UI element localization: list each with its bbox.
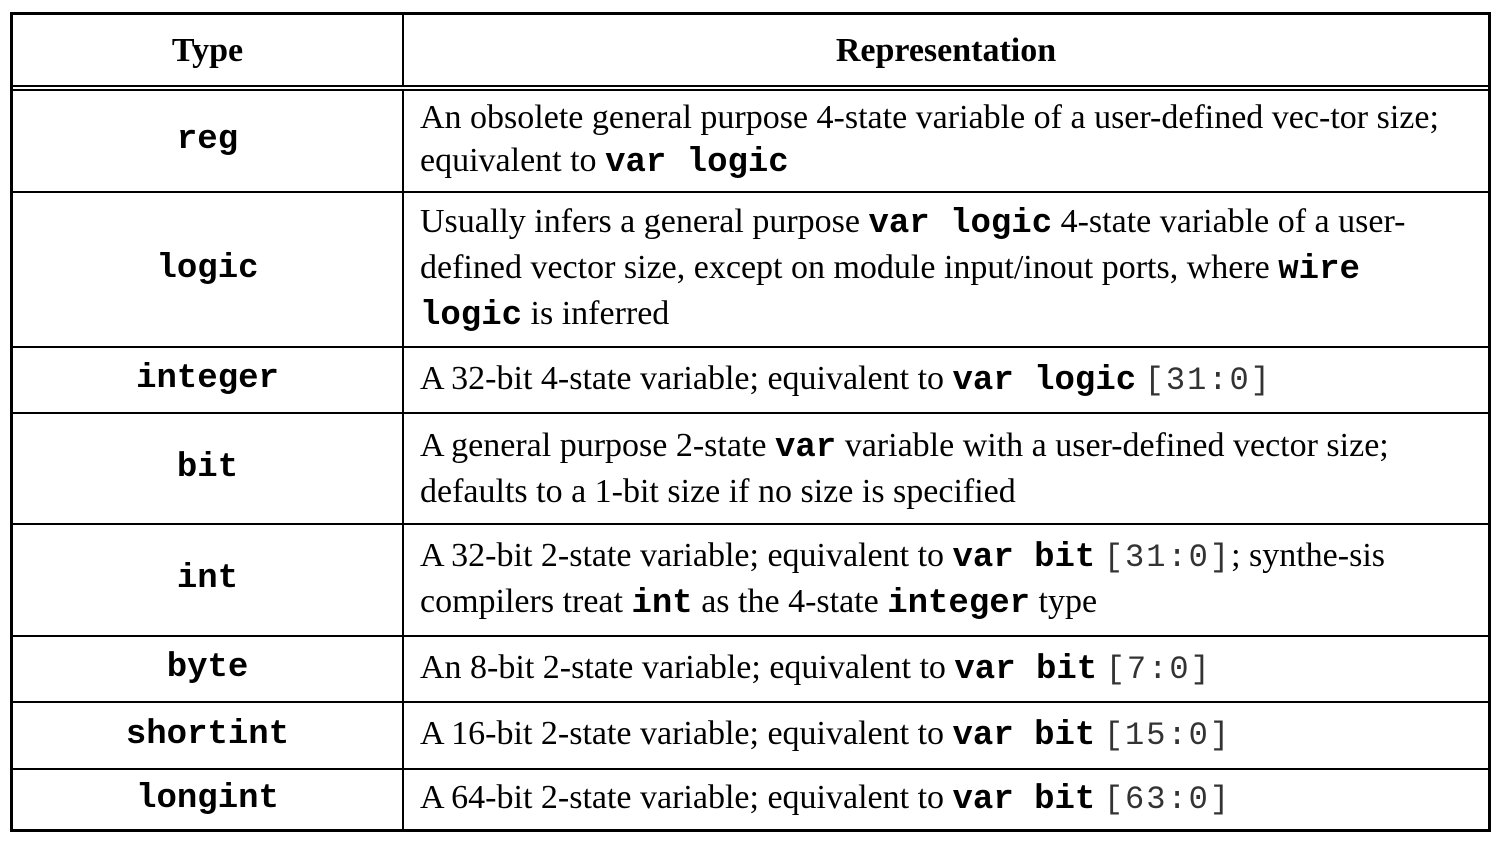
keyword-text: int	[631, 584, 693, 623]
table-row: integer A 32-bit 4-state variable; equiv…	[13, 345, 1488, 415]
table-row: longint A 64-bit 2-state variable; equiv…	[13, 767, 1488, 829]
keyword-text: var logic	[952, 361, 1137, 400]
range-text: [31:0]	[1144, 361, 1272, 399]
keyword-text: var	[775, 429, 837, 468]
keyword-text: var logic	[868, 205, 1053, 244]
description-text	[1095, 715, 1104, 752]
range-text: [7:0]	[1105, 650, 1212, 688]
data-type-table-frame: Type Representation reg An obsolete gene…	[10, 12, 1491, 832]
representation-cell: A 32-bit 2-state variable; equivalent to…	[402, 522, 1488, 637]
keyword-text: var bit	[954, 650, 1098, 689]
description-text: ; synthe-sis compilers treat	[420, 536, 1386, 620]
description-text	[1095, 779, 1104, 816]
description-text: variable with a user-defined vector size…	[420, 427, 1389, 511]
description-text: An 8-bit 2-state variable; equivalent to	[420, 648, 955, 686]
representation-cell: An 8-bit 2-state variable; equivalent to…	[402, 634, 1488, 704]
representation-cell: An obsolete general purpose 4-state vari…	[402, 87, 1488, 193]
data-type-table: Type Representation reg An obsolete gene…	[13, 15, 1488, 829]
description-text: A 32-bit 4-state variable; equivalent to	[420, 359, 953, 397]
description-text: A 64-bit 2-state variable; equivalent to	[420, 779, 953, 817]
keyword-text: wire logic	[420, 251, 1360, 336]
representation-cell: A 16-bit 2-state variable; equivalent to…	[402, 701, 1488, 770]
keyword-text: var bit	[952, 717, 1096, 756]
description-text	[1136, 360, 1145, 397]
table-row: logic Usually infers a general purpose v…	[13, 190, 1488, 348]
representation-cell: A 32-bit 4-state variable; equivalent to…	[402, 345, 1488, 415]
type-cell: byte	[13, 634, 404, 704]
type-cell: integer	[13, 345, 404, 415]
keyword-text: var bit	[952, 781, 1096, 820]
representation-cell: A general purpose 2-state var variable w…	[402, 412, 1488, 525]
range-text: [63:0]	[1103, 781, 1232, 819]
description-text: is inferred	[522, 295, 670, 333]
range-text: [31:0]	[1103, 538, 1232, 576]
description-text	[1097, 649, 1106, 686]
type-cell: bit	[13, 412, 404, 525]
type-cell: shortint	[13, 701, 404, 770]
representation-cell: Usually infers a general purpose var log…	[402, 190, 1488, 348]
type-cell: reg	[13, 87, 404, 193]
description-text: A general purpose 2-state	[420, 427, 775, 465]
description-text: type	[1030, 582, 1098, 620]
table-row: reg An obsolete general purpose 4-state …	[13, 87, 1488, 193]
keyword-text: integer	[887, 584, 1031, 623]
type-cell: longint	[13, 767, 404, 829]
type-cell: int	[13, 522, 404, 637]
table-row: int A 32-bit 2-state variable; equivalen…	[13, 522, 1488, 637]
description-text: as the 4-state	[692, 582, 888, 620]
type-cell: logic	[13, 190, 404, 348]
table-row: byte An 8-bit 2-state variable; equivale…	[13, 634, 1488, 704]
representation-column-header: Representation	[402, 15, 1488, 89]
description-text: An obsolete general purpose 4-state vari…	[420, 99, 1439, 180]
keyword-text: var logic	[605, 144, 789, 183]
keyword-text: var bit	[952, 538, 1096, 577]
table-row: shortint A 16-bit 2-state variable; equi…	[13, 701, 1488, 770]
table-header-row: Type Representation	[13, 15, 1488, 89]
table-row: bit A general purpose 2-state var variab…	[13, 412, 1488, 525]
description-text: Usually infers a general purpose	[420, 203, 869, 241]
description-text: A 32-bit 2-state variable; equivalent to	[420, 536, 953, 574]
description-text: A 16-bit 2-state variable; equivalent to	[420, 715, 953, 753]
range-text: [15:0]	[1103, 717, 1232, 755]
representation-cell: A 64-bit 2-state variable; equivalent to…	[402, 767, 1488, 829]
description-text: 4-state variable of a user-defined vecto…	[420, 203, 1406, 287]
description-text	[1095, 537, 1104, 574]
type-column-header: Type	[13, 15, 404, 89]
